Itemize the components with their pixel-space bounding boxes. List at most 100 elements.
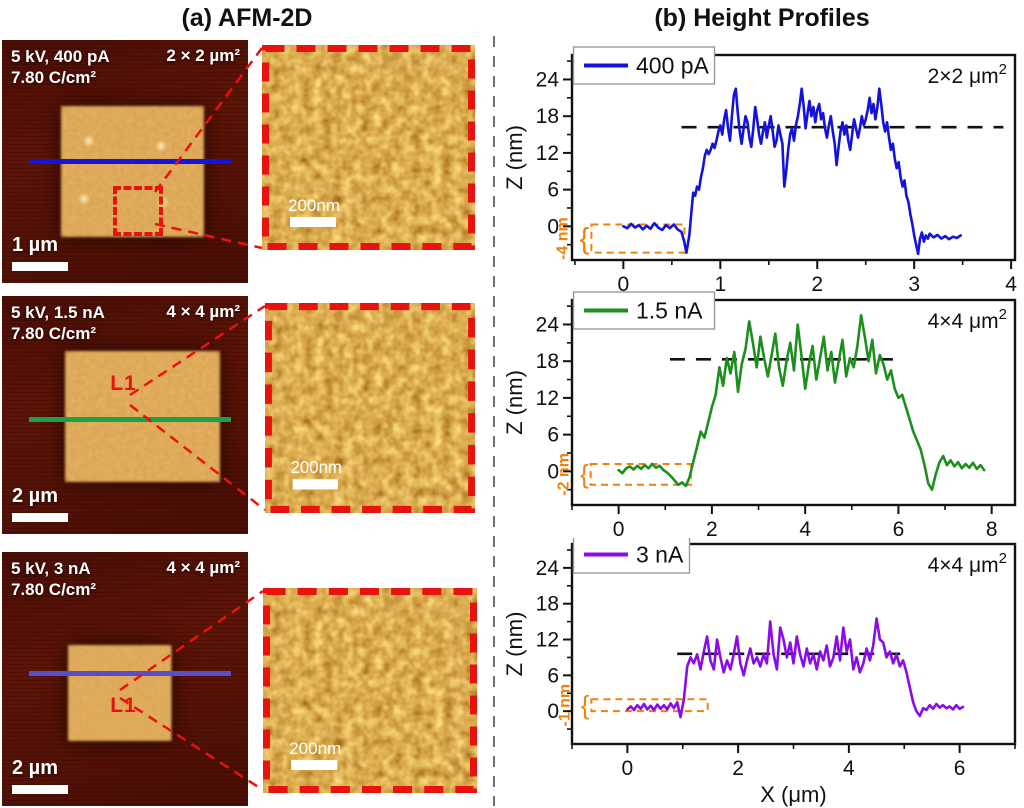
x-tick-label: 0 — [618, 273, 630, 294]
scan-area-label: 4×4 μm2 — [928, 306, 1007, 333]
beam-parameters-label: 5 kV, 1.5 nA 7.80 C/cm² — [11, 302, 105, 345]
y-tick-label: 6 — [547, 664, 559, 687]
line-marker-label: L1 — [110, 372, 137, 396]
zoom-inset-2: 200nm — [265, 303, 475, 513]
plot-frame — [570, 298, 1017, 507]
scale-bar — [12, 513, 68, 522]
profile-curve — [617, 313, 986, 491]
zoom-inset-border — [262, 45, 475, 250]
profile-section-line-purple — [29, 671, 231, 677]
x-tick-label: 1 — [714, 273, 726, 294]
y-tick-label: 6 — [547, 424, 559, 447]
afm-image-3nA: L1 5 kV, 3 nA 7.80 C/cm² 4 × 4 µm² 2 µm — [2, 552, 248, 806]
zoom-inset-border — [263, 588, 477, 793]
patterned-square — [64, 350, 220, 482]
y-axis-title: Z (nm) — [502, 612, 527, 677]
afm-image-1p5nA: L1 5 kV, 1.5 nA 7.80 C/cm² 4 × 4 µm² 2 µ… — [2, 296, 248, 534]
profile-section-line-green — [29, 417, 231, 423]
afm-image-400pA: 5 kV, 400 pA 7.80 C/cm² 2 × 2 µm² 1 µm — [2, 40, 248, 283]
legend-label: 400 pA — [636, 53, 710, 79]
scale-bar-label: 2 µm — [12, 757, 58, 779]
x-tick-label: 6 — [893, 518, 905, 538]
zoom-inset-3: 200nm — [263, 588, 477, 793]
y-tick-label: 0 — [547, 700, 559, 723]
profile-curve — [622, 87, 963, 256]
x-tick-label: 2 — [732, 757, 744, 780]
y-tick-label: 12 — [536, 142, 559, 165]
zoom-region-marker — [112, 185, 163, 237]
scan-area-label: 2 × 2 µm² — [166, 46, 240, 65]
step-depth-label: -4 nm — [555, 217, 572, 260]
step-depth-annotation-box — [590, 223, 686, 254]
scan-area-label: 4 × 4 µm² — [166, 558, 240, 577]
y-axis-title: Z (nm) — [502, 125, 527, 190]
scan-area-label: 2×2 μm2 — [928, 61, 1007, 88]
legend-label: 3 nA — [636, 542, 684, 568]
y-tick-label: 0 — [547, 460, 559, 483]
panel-a-title: (a) AFM-2D — [181, 4, 313, 32]
y-tick-label: 12 — [536, 629, 559, 652]
inset-scale-bar — [292, 479, 338, 490]
zoom-inset-1: 200nm — [262, 45, 475, 250]
bright-particle — [83, 134, 96, 147]
step-depth-brace: { — [580, 222, 590, 255]
inset-scale-bar — [291, 760, 338, 770]
y-tick-label: 18 — [536, 593, 559, 616]
dose-label: 7.80 C/cm² — [11, 68, 97, 88]
dose-label: 7.80 C/cm² — [11, 324, 97, 344]
plot-frame — [570, 542, 1017, 746]
step-depth-annotation-box — [590, 698, 709, 713]
y-tick-label: 24 — [536, 557, 560, 580]
scan-area-label: 4×4 μm2 — [928, 550, 1007, 577]
legend-label: 1.5 nA — [636, 298, 703, 324]
line-marker-label: L1 — [110, 694, 137, 718]
x-tick-label: 3 — [908, 273, 920, 294]
x-tick-label: 4 — [799, 518, 811, 538]
y-tick-label: 18 — [536, 105, 559, 128]
x-tick-label: 4 — [1005, 273, 1017, 294]
x-axis-title: X (μm) — [760, 782, 826, 807]
y-tick-label: 24 — [536, 313, 560, 336]
scan-area-label: 4 × 4 µm² — [166, 302, 240, 321]
patterned-square — [68, 644, 172, 742]
step-depth-brace: { — [580, 459, 589, 489]
scale-bar-label: 1 µm — [12, 234, 58, 256]
scale-bar — [12, 785, 68, 794]
inset-scale-bar-label: 200nm — [288, 196, 340, 215]
inset-scale-bar — [290, 217, 336, 227]
zoom-inset-border — [265, 303, 475, 513]
scale-bar — [12, 262, 68, 271]
y-axis-title: Z (nm) — [502, 370, 527, 435]
profile-curve — [626, 617, 965, 719]
bright-particle — [78, 193, 91, 206]
scale-bar-label: 2 µm — [12, 485, 58, 507]
profile-section-line-blue — [29, 159, 231, 165]
x-tick-label: 0 — [613, 518, 625, 538]
step-depth-brace: { — [581, 690, 590, 720]
y-tick-label: 24 — [536, 68, 560, 91]
inset-scale-bar-label: 200nm — [291, 458, 342, 477]
y-tick-label: 0 — [547, 215, 559, 238]
x-tick-label: 4 — [843, 757, 855, 780]
y-tick-label: 18 — [536, 350, 559, 373]
beam-voltage-current: 5 kV, 400 pA — [11, 47, 110, 66]
dose-label: 7.80 C/cm² — [11, 580, 97, 600]
beam-voltage-current: 5 kV, 1.5 nA — [11, 303, 105, 322]
beam-parameters-label: 5 kV, 400 pA 7.80 C/cm² — [11, 46, 110, 89]
step-depth-label: -1 nm — [556, 684, 573, 727]
x-tick-label: 2 — [811, 273, 823, 294]
beam-voltage-current: 5 kV, 3 nA — [11, 559, 91, 578]
beam-parameters-label: 5 kV, 3 nA 7.80 C/cm² — [11, 558, 96, 601]
step-depth-label: -2 nm — [556, 453, 573, 496]
y-tick-label: 6 — [547, 179, 559, 202]
y-tick-label: 12 — [536, 387, 559, 410]
x-tick-label: 8 — [986, 518, 998, 538]
x-tick-label: 0 — [622, 757, 634, 780]
